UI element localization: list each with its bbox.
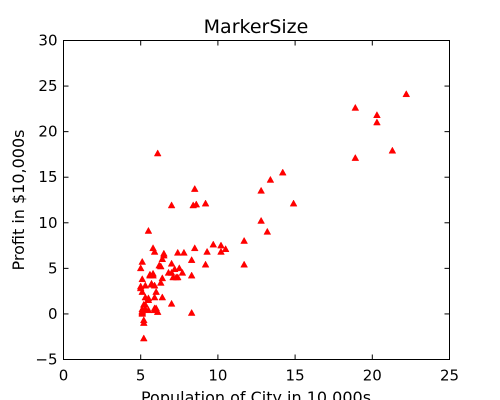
data-point-marker [240, 260, 248, 268]
data-point-marker [187, 256, 196, 263]
data-point-marker [175, 264, 184, 272]
y-axis: −5 0 5 10 15 20 25 30 [35, 32, 450, 369]
data-point-marker [402, 90, 411, 98]
data-point-marker [190, 244, 199, 252]
data-point-marker [190, 184, 199, 192]
data-point-marker [156, 278, 165, 286]
data-point-marker [167, 259, 176, 267]
data-point-marker [173, 248, 182, 256]
chart-title: MarkerSize [204, 16, 309, 38]
data-point-marker [388, 146, 397, 154]
data-points [136, 90, 411, 342]
data-point-marker [257, 216, 265, 224]
data-point-marker [160, 251, 168, 259]
data-point-marker [173, 273, 182, 281]
x-axis: 0 5 10 15 20 25 [59, 40, 459, 385]
data-point-marker [209, 240, 218, 248]
data-point-marker [146, 271, 154, 279]
data-point-marker [263, 227, 272, 235]
x-tick-label: 5 [136, 367, 146, 385]
data-point-marker [167, 299, 176, 307]
x-tick-label: 20 [363, 367, 382, 385]
data-point-marker [138, 275, 147, 283]
data-point-marker [138, 287, 147, 295]
data-point-marker [201, 260, 210, 268]
y-tick-label: 30 [38, 32, 57, 50]
plot-frame [63, 40, 450, 360]
data-point-marker [139, 334, 148, 342]
data-point-marker [136, 264, 145, 272]
data-point-marker [138, 308, 147, 316]
data-point-marker [139, 316, 148, 324]
data-point-marker [373, 111, 381, 119]
y-tick-label: 0 [48, 305, 58, 323]
data-point-marker [257, 186, 265, 194]
data-point-marker [203, 247, 211, 255]
data-point-marker [141, 293, 150, 301]
data-point-marker [167, 268, 176, 276]
y-tick-label: −5 [35, 351, 57, 369]
x-axis-label: Population of City in 10,000s [141, 388, 371, 400]
data-point-marker [351, 153, 360, 161]
data-point-marker [155, 261, 164, 269]
data-point-marker [373, 118, 381, 126]
data-point-marker [187, 271, 196, 279]
data-point-marker [167, 201, 176, 209]
data-point-marker [201, 199, 210, 207]
data-point-marker [187, 308, 196, 316]
data-point-marker [150, 247, 159, 255]
data-point-marker [149, 244, 157, 252]
y-tick-label: 5 [48, 259, 58, 277]
data-point-marker [221, 245, 230, 252]
data-point-marker [150, 281, 159, 289]
data-point-marker [152, 287, 160, 295]
data-point-marker [192, 200, 201, 208]
data-point-marker [289, 199, 298, 207]
data-point-marker [153, 149, 162, 157]
data-point-marker [240, 236, 248, 244]
y-axis-label: Profit in $10,000s [9, 130, 28, 271]
data-point-marker [144, 226, 153, 234]
y-tick-label: 15 [38, 168, 57, 186]
data-point-marker [141, 281, 150, 289]
data-point-marker [217, 241, 225, 249]
x-tick-label: 10 [208, 367, 227, 385]
data-point-marker [180, 248, 188, 256]
data-point-marker [144, 306, 153, 314]
y-tick-label: 20 [38, 123, 57, 141]
data-point-marker [158, 274, 167, 282]
y-tick-label: 10 [38, 214, 57, 232]
x-tick-label: 15 [286, 367, 305, 385]
y-tick-label: 25 [38, 77, 57, 95]
data-point-marker [150, 306, 159, 314]
data-point-marker [278, 168, 287, 176]
data-point-marker [138, 257, 147, 265]
data-point-marker [158, 293, 167, 301]
data-point-marker [351, 103, 360, 111]
data-point-marker [158, 255, 167, 263]
data-point-marker [178, 268, 187, 276]
data-point-marker [266, 175, 275, 183]
x-tick-label: 25 [440, 367, 459, 385]
data-point-marker [150, 293, 159, 301]
x-tick-label: 0 [59, 367, 69, 385]
